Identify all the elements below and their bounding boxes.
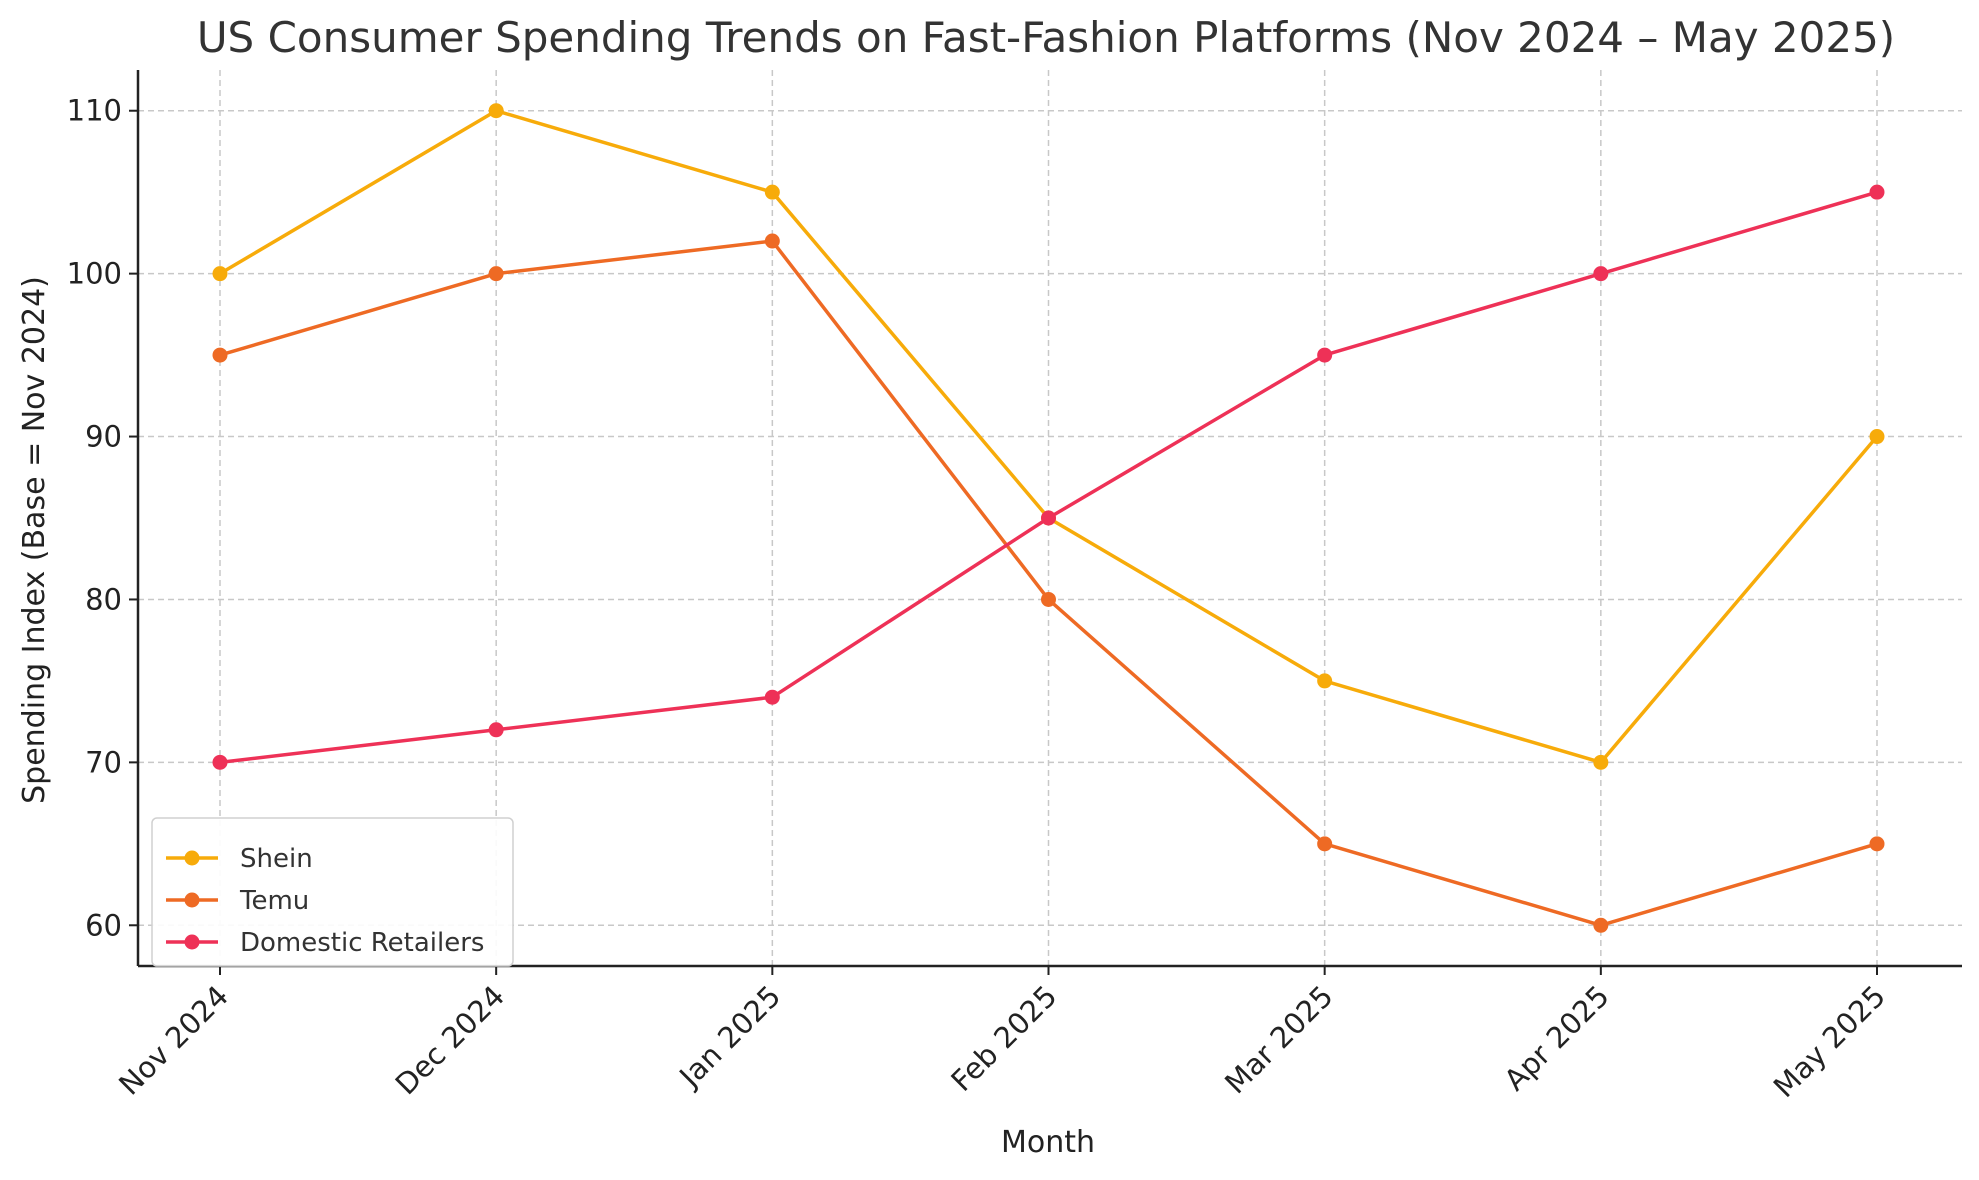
x-axis-title: Month [1001,1125,1095,1160]
legend-item-domestic-retailers: Domestic Retailers [166,928,484,958]
x-tick-label: May 2025 [1767,979,1892,1104]
data-point-domestic-retailers [1869,184,1885,200]
series-layer [212,103,1885,933]
data-point-temu [212,347,228,363]
data-point-domestic-retailers [1041,510,1056,526]
x-tick-label: Nov 2024 [112,979,235,1102]
data-point-temu [488,266,504,282]
x-tick-label: Dec 2024 [389,979,511,1101]
x-tick-label: Mar 2025 [1218,979,1339,1100]
legend-box [151,817,514,967]
y-tick-label: 80 [85,582,122,616]
legend-item-shein: Shein [166,844,313,874]
series-temu [212,233,1885,933]
data-point-domestic-retailers [1593,266,1609,282]
y-tick-label: 70 [85,745,122,779]
data-point-shein [1317,673,1333,689]
data-point-shein [764,184,780,200]
data-point-temu [1869,836,1885,852]
data-point-shein [1593,754,1609,770]
data-point-temu [764,233,780,249]
data-point-domestic-retailers [1317,347,1333,363]
legend: Shein Temu Domestic Retailers [151,817,514,967]
data-point-domestic-retailers [488,722,504,738]
data-point-domestic-retailers [764,689,780,705]
data-point-temu [1317,836,1333,852]
legend-marker [184,892,200,908]
y-tick-label: 60 [85,908,122,942]
y-tick-label: 100 [67,257,122,291]
x-tick-label: Apr 2025 [1498,979,1616,1097]
legend-item-temu: Temu [166,886,309,916]
data-point-temu [1593,917,1609,933]
series-domestic-retailers [212,184,1885,770]
data-point-shein [488,103,504,119]
legend-label: Temu [239,886,309,916]
data-point-domestic-retailers [212,754,228,770]
data-point-temu [1041,591,1056,607]
y-tick-label: 110 [67,94,122,128]
x-tick-label: Feb 2025 [944,979,1063,1098]
x-tick-label: Jan 2025 [672,979,788,1095]
y-axis-title: Spending Index (Base = Nov 2024) [17,276,52,804]
y-tick-label: 90 [85,420,122,454]
legend-marker [184,934,200,950]
series-line-domestic-retailers [218,190,1879,765]
chart-title: US Consumer Spending Trends on Fast-Fash… [197,13,1895,62]
data-point-shein [212,266,228,282]
legend-label: Domestic Retailers [240,928,484,958]
legend-label: Shein [240,844,313,874]
legend-marker [184,850,200,866]
data-point-shein [1869,429,1885,445]
